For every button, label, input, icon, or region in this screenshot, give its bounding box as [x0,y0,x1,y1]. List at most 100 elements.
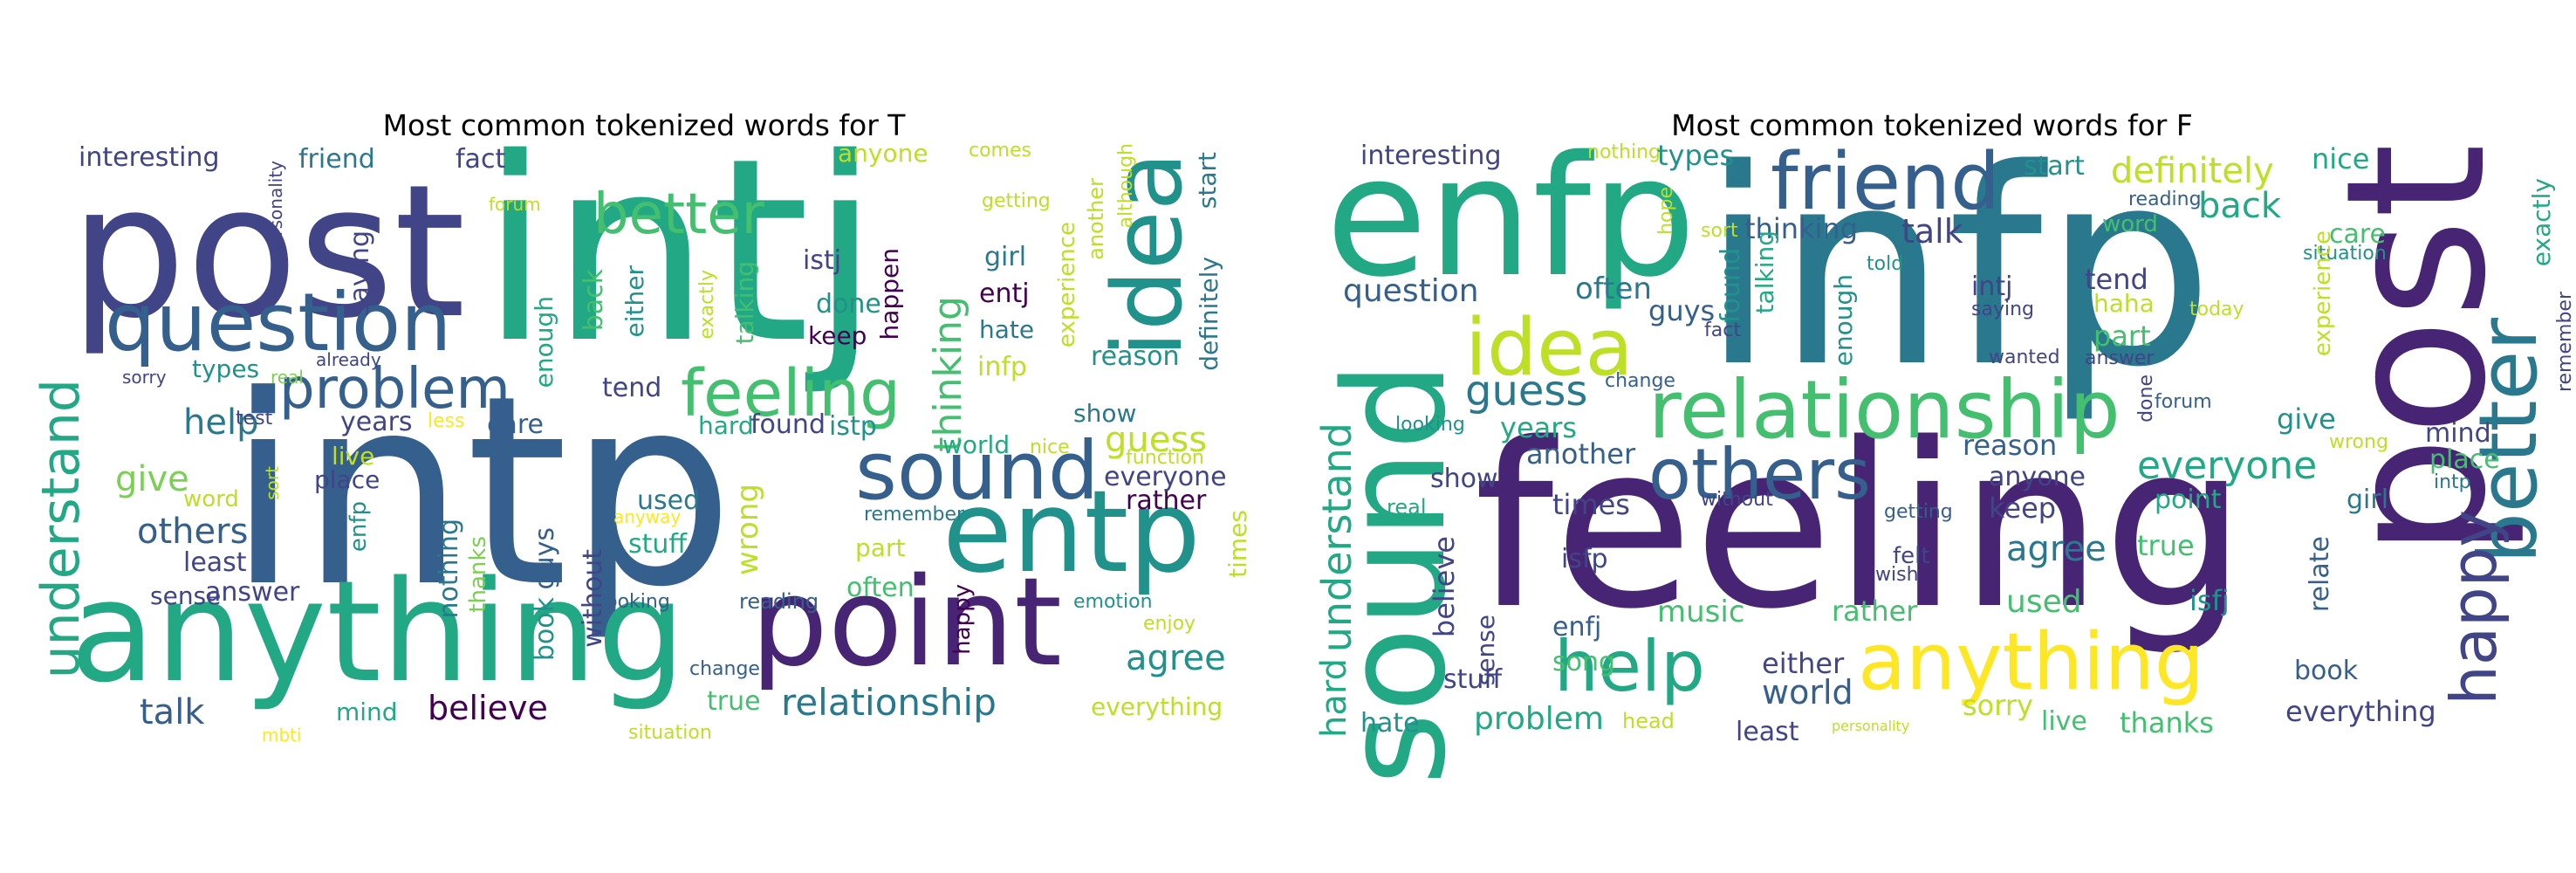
cloud-word: either [620,265,649,338]
cloud-word: head [1622,709,1675,733]
cloud-word: idea [1092,152,1203,358]
panel-title: Most common tokenized words for T [382,108,906,142]
cloud-word: real [1387,495,1427,519]
cloud-word: isfp [1561,544,1608,574]
cloud-word: wrong [2329,431,2388,453]
cloud-word: answer [2085,347,2155,369]
cloud-word: part [2093,320,2151,353]
cloud-word: question [105,276,452,369]
cloud-word: show [1073,399,1137,428]
cloud-word: remember [2554,292,2576,393]
cloud-word: function [1126,447,1204,469]
cloud-word: relate [2305,536,2335,613]
panel-title: Most common tokenized words for F [1671,108,2193,142]
cloud-word: exactly [696,270,718,340]
cloud-word: enfj [1552,612,1602,643]
cloud-word: give [115,459,189,499]
cloud-word: thanks [2120,706,2214,739]
cloud-word: intj [1971,272,2013,302]
cloud-word: show [1430,464,1498,494]
cloud-word: everyone [2137,443,2318,488]
cloud-word: either [1762,647,1845,680]
cloud-word: part [855,533,906,562]
cloud-word: interesting [1360,141,1502,171]
cloud-word: stuff [1443,664,1503,695]
cloud-word: book [2294,656,2359,686]
cloud-word: years [340,407,413,437]
cloud-word: guess [1465,367,1588,416]
cloud-word: getting [1884,501,1953,523]
cloud-word: remember [864,504,965,526]
cloud-word: believe [1428,536,1461,638]
cloud-word: word [183,486,239,512]
cloud-word: found [1716,248,1746,323]
cloud-word: girl [984,242,1027,272]
cloud-word: back [579,269,609,332]
cloud-word: wrong [730,484,765,575]
cloud-word: getting [982,190,1051,212]
cloud-word: least [183,547,247,578]
cloud-word: give [2277,402,2336,436]
cloud-word: sort [262,466,283,500]
cloud-word: friend [1771,136,2001,228]
cloud-word: wanted [1989,347,2060,368]
cloud-word: without [1701,489,1773,511]
cloud-word: problem [1474,701,1604,737]
cloud-word: care [487,409,545,440]
cloud-word: talk [1901,212,1963,251]
cloud-word: problem [279,357,510,422]
cloud-word: types [1657,139,1735,172]
cloud-word: others [1648,434,1871,515]
cloud-word: question [1343,273,1479,309]
cloud-word: saying [345,230,375,317]
cloud-word: point [2155,485,2222,515]
cloud-word: thinking [926,296,970,452]
cloud-word: test [236,408,273,430]
cloud-word: hate [979,315,1035,344]
cloud-word: sound [855,424,1100,518]
cloud-word: sorry [1963,689,2033,722]
cloud-word: istp [829,411,877,442]
cloud-word: least [1736,717,1799,747]
cloud-word: often [846,573,915,603]
cloud-word: anyway [613,506,682,527]
cloud-word: intp [227,340,735,644]
cloud-word: stuff [628,529,688,560]
cloud-word: found [750,409,826,440]
cloud-word: sorry [122,367,167,388]
cloud-word: enfp [1326,120,1696,313]
cloud-word: believe [428,689,548,727]
cloud-word: saying [1971,299,2034,320]
cloud-word: guys [1648,294,1716,327]
cloud-word: guess [1105,420,1208,460]
cloud-word: rather [1832,595,1918,628]
cloud-word: back [2198,186,2282,226]
cloud-word: intp [2434,471,2471,493]
cloud-word: types [192,354,260,383]
cloud-word: word [2102,211,2158,237]
cloud-word: anything [70,550,686,713]
cloud-word: change [1605,370,1675,392]
cloud-word: hard [1314,658,1354,738]
cloud-word: another [1526,437,1636,471]
cloud-word: book [530,597,560,662]
cloud-word: fact [1704,320,1741,341]
cloud-word: better [593,182,764,247]
cloud-word: isfj [2189,584,2230,617]
cloud-word: start [1193,152,1222,210]
cloud-word: told [1867,253,1904,275]
cloud-word: situation [2303,243,2387,265]
cloud-word: reason [1091,341,1180,372]
cloud-word: anyone [1989,462,2086,492]
cloud-word: hard [698,411,754,440]
cloud-word: nice [2312,142,2370,175]
cloud-word: true [707,686,761,717]
cloud-word: today [2189,299,2244,320]
cloud-word: help [183,402,259,443]
cloud-word: used [637,485,701,516]
cloud-word: agree [2006,529,2107,569]
cloud-word: situation [628,722,712,744]
wordcloud: intj intp post anything point idea entp questio… [31,126,1257,745]
cloud-word: sense [150,581,222,610]
cloud-word: forum [489,194,541,215]
